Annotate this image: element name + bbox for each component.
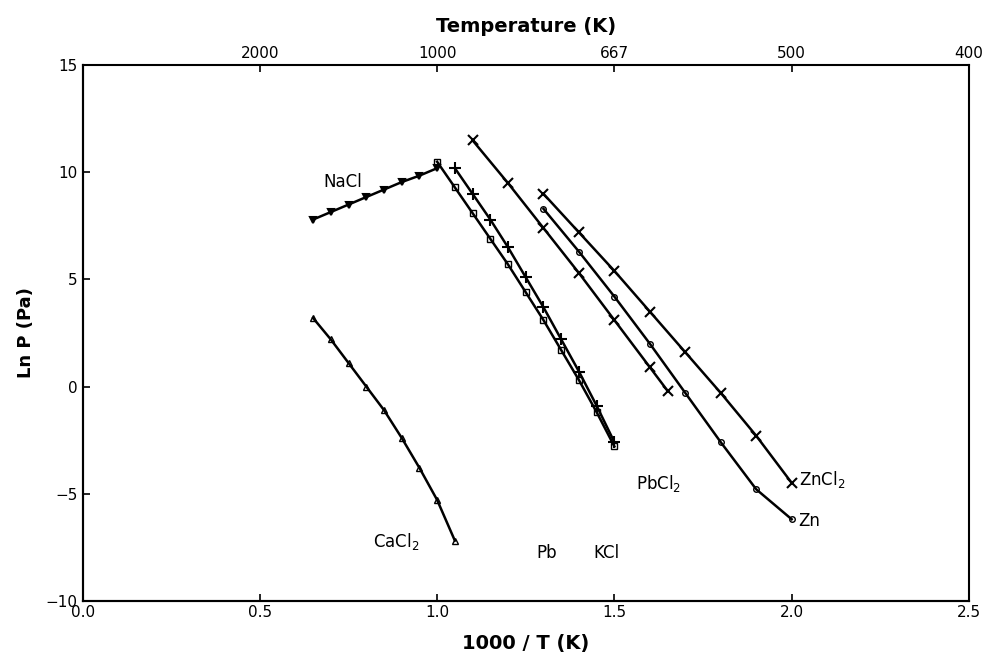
Text: Zn: Zn bbox=[799, 512, 821, 530]
Text: Pb: Pb bbox=[536, 544, 557, 561]
Text: CaCl$_2$: CaCl$_2$ bbox=[373, 531, 420, 552]
Text: KCl: KCl bbox=[593, 544, 619, 561]
Text: PbCl$_2$: PbCl$_2$ bbox=[636, 473, 681, 494]
X-axis label: Temperature (K): Temperature (K) bbox=[436, 17, 616, 36]
Text: NaCl: NaCl bbox=[324, 174, 362, 192]
X-axis label: 1000 / T (K): 1000 / T (K) bbox=[462, 634, 589, 653]
Y-axis label: Ln P (Pa): Ln P (Pa) bbox=[17, 287, 35, 379]
Text: ZnCl$_2$: ZnCl$_2$ bbox=[799, 469, 845, 490]
